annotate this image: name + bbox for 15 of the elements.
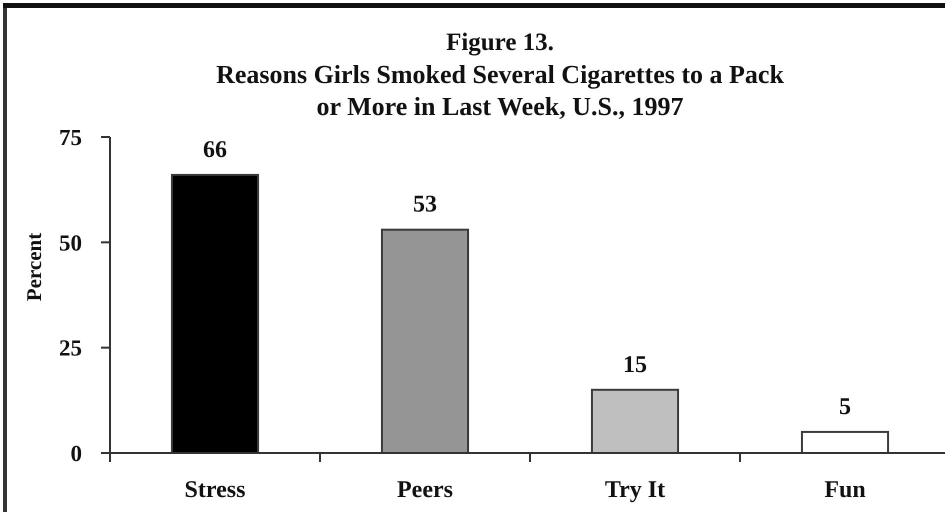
data-label: 5 [839,394,851,420]
chart-title: Figure 13. [446,29,554,56]
y-axis-title: Percent [22,232,46,302]
y-tick-label: 0 [70,441,82,466]
x-tick-label: Try It [604,477,666,503]
data-label: 15 [623,352,647,378]
x-tick-label: Fun [824,477,866,503]
data-label: 66 [203,136,227,163]
y-tick-label: 75 [59,125,82,150]
data-label: 53 [413,192,437,218]
chart-subtitle: Reasons Girls Smoked Several Cigarettes to a Pack or More in Last Week, U.S., 1997 [216,60,784,121]
x-tick-label: Peers [397,477,453,503]
y-tick-label: 50 [59,230,82,256]
y-tick-label: 25 [59,336,82,361]
x-tick-label: Stress [184,477,246,503]
